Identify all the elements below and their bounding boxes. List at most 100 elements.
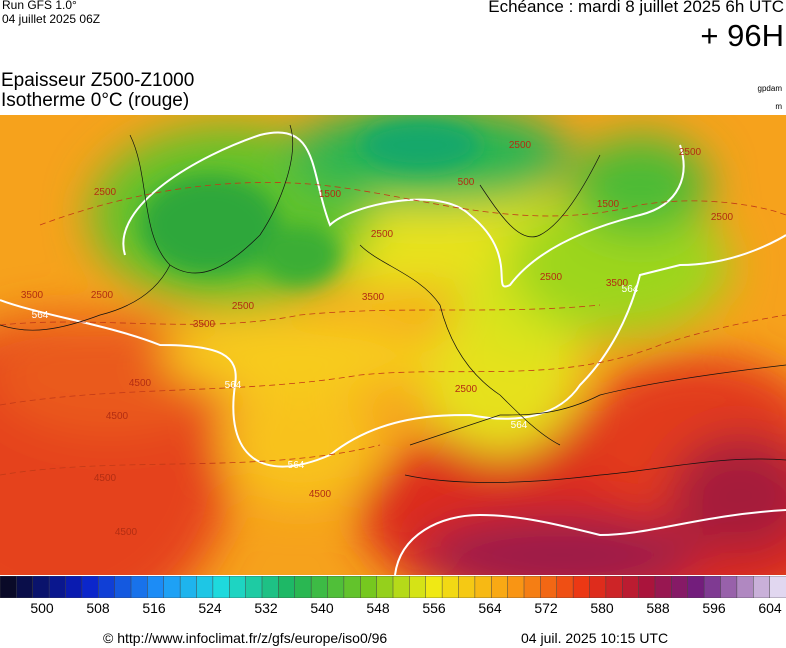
contour-label: 2500 [455, 384, 478, 395]
colorbar-label: 588 [646, 600, 670, 616]
colorbar-swatch [343, 576, 361, 598]
colorbar-swatch [32, 576, 50, 598]
colorbar-swatch [48, 576, 67, 598]
colorbar-label: 548 [366, 600, 390, 616]
colorbar-swatch [654, 576, 673, 598]
contour-label: 4500 [115, 527, 138, 538]
colorbar-label: 572 [534, 600, 558, 616]
colorbar-swatch [605, 576, 623, 598]
contour-label: 2500 [509, 140, 532, 151]
footer-url: © http://www.infoclimat.fr/z/gfs/europe/… [103, 630, 388, 646]
colorbar-swatch [196, 576, 214, 598]
contour-label: 564 [225, 380, 242, 391]
colorbar-label: 540 [310, 600, 334, 616]
colorbar-swatch [409, 576, 427, 598]
colorbar-swatch [327, 576, 345, 598]
contour-label: 4500 [129, 378, 152, 389]
colorbar-swatch [261, 576, 280, 598]
colorbar-swatch [474, 576, 492, 598]
legend-subtitle: Isotherme 0°C (rouge) [1, 90, 190, 111]
colorbar-swatch [0, 576, 18, 598]
unit-gpdam: gpdam [757, 84, 782, 93]
colorbar [0, 576, 786, 598]
colorbar-swatch [278, 576, 296, 598]
colorbar-label: 524 [198, 600, 222, 616]
contour-label: 2500 [371, 229, 394, 240]
colorbar-swatch [671, 576, 689, 598]
green-cores [140, 120, 480, 285]
colorbar-swatch [130, 576, 149, 598]
contour-label: 2500 [232, 301, 255, 312]
contour-label: 3500 [606, 278, 629, 289]
colorbar-label: 508 [86, 600, 110, 616]
contour-label: 500 [458, 177, 475, 188]
colorbar-swatch [98, 576, 116, 598]
contour-label: 1500 [319, 189, 342, 200]
colorbar-swatch [229, 576, 247, 598]
contour-label: 1500 [597, 199, 620, 210]
colorbar-swatch [458, 576, 476, 598]
colorbar-swatch [376, 576, 394, 598]
colorbar-swatch [179, 576, 198, 598]
isolines-564 [0, 131, 786, 575]
colorbar-swatch [491, 576, 509, 598]
echeance: Echéance : mardi 8 juillet 2025 6h UTC [488, 0, 784, 16]
colorbar-swatch [114, 576, 132, 598]
contour-label: 2500 [94, 187, 117, 198]
colorbar-swatch [212, 576, 230, 598]
contour-label: 2500 [540, 272, 563, 283]
legend-title: Epaisseur Z500-Z1000 [1, 70, 195, 91]
contour-label: 564 [511, 420, 528, 431]
colorbar-swatch [572, 576, 591, 598]
colorbar-swatch [540, 576, 558, 598]
colorbar-label: 580 [590, 600, 614, 616]
contour-labels: 2500 1500 500 2500 2500 1500 2500 2500 3500 2500 2… [21, 140, 734, 538]
colorbar-swatch [16, 576, 34, 598]
colorbar-swatch [736, 576, 754, 598]
colorbar-swatch [507, 576, 525, 598]
unit-m: m [775, 102, 782, 111]
colorbar-swatch [703, 576, 722, 598]
colorbar-label: 596 [702, 600, 726, 616]
colorbar-swatch [245, 576, 263, 598]
colorbar-swatch [638, 576, 656, 598]
contour-label: 4500 [106, 411, 129, 422]
colorbar-swatch [65, 576, 83, 598]
contour-label: 4500 [94, 473, 117, 484]
colorbar-swatch [720, 576, 738, 598]
colorbar-label: 556 [422, 600, 446, 616]
colorbar-swatch [622, 576, 640, 598]
contour-label: 2500 [711, 212, 734, 223]
contour-label: 3500 [362, 292, 385, 303]
contour-label: 564 [622, 284, 639, 295]
run-label: Run GFS 1.0° [2, 0, 77, 12]
colorbar-swatch [769, 576, 786, 598]
footer-timestamp: 04 juil. 2025 10:15 UTC [521, 630, 669, 646]
colorbar-label: 516 [142, 600, 166, 616]
colorbar-swatch [360, 576, 378, 598]
contour-label: 4500 [309, 489, 332, 500]
contour-label: 564 [288, 460, 305, 471]
lead-time: + 96H [700, 18, 784, 53]
colorbar-swatch [147, 576, 165, 598]
colorbar-swatch [163, 576, 181, 598]
colorbar-swatch [425, 576, 443, 598]
colorbar-swatch [310, 576, 329, 598]
colorbar-swatch [753, 576, 771, 598]
contour-label: 2500 [91, 290, 114, 301]
contour-label: 3500 [21, 290, 44, 301]
colorbar-swatch [523, 576, 542, 598]
colorbar-label: 532 [254, 600, 278, 616]
contour-label: 3500 [193, 319, 216, 330]
contour-label: 564 [32, 310, 49, 321]
colorbar-swatch [294, 576, 312, 598]
colorbar-swatch [556, 576, 574, 598]
colorbar-swatch [589, 576, 607, 598]
colorbar-label: 604 [758, 600, 782, 616]
colorbar-swatch [441, 576, 460, 598]
colorbar-swatch [392, 576, 411, 598]
colorbar-swatch [81, 576, 99, 598]
contour-label: 2500 [679, 147, 702, 158]
colorbar-label: 564 [478, 600, 502, 616]
